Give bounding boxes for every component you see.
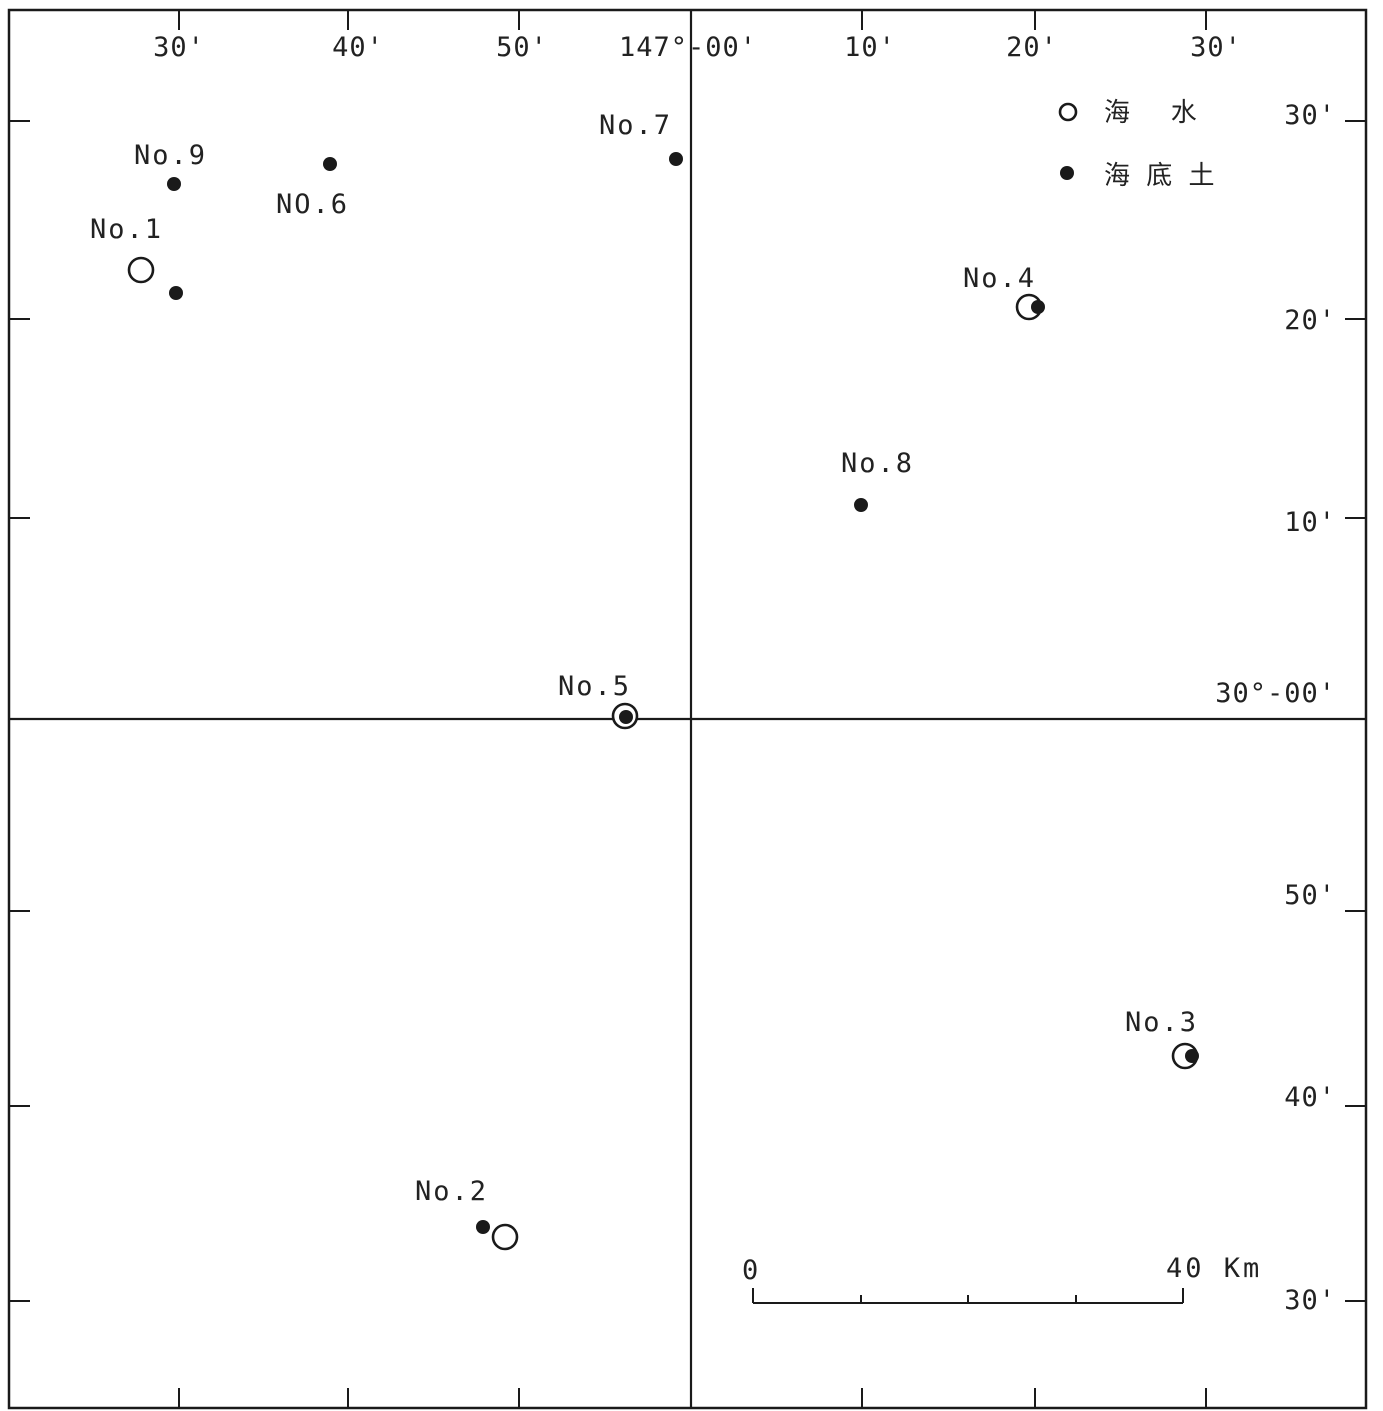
lon-label: 50'	[496, 32, 548, 63]
legend-seawater-label: 海 水	[1104, 98, 1201, 128]
station-no2: No.2	[415, 1176, 519, 1251]
lat-label: 50'	[1284, 880, 1336, 911]
sediment-marker	[1031, 300, 1045, 314]
lat-label: 10'	[1284, 507, 1336, 538]
sediment-marker	[167, 177, 181, 191]
scale-start-label: 0	[742, 1255, 759, 1286]
station-no9: No.9	[134, 140, 207, 191]
seawater-marker	[127, 256, 155, 284]
sediment-marker	[669, 152, 683, 166]
lon-label: 40'	[332, 32, 384, 63]
sediment-marker	[323, 157, 337, 171]
lat-label: 20'	[1284, 305, 1336, 336]
station-label: No.3	[1125, 1007, 1198, 1038]
lon-label: 20'	[1006, 32, 1058, 63]
open-circle-icon	[1058, 102, 1078, 122]
lon-label: 10'	[844, 32, 896, 63]
legend-sediment-label: 海 底 土	[1104, 161, 1219, 191]
station-label: No.9	[134, 140, 207, 171]
map-frame	[7, 8, 1368, 1410]
left-ticks	[9, 120, 30, 1302]
station-label: No.5	[558, 671, 631, 702]
sediment-marker	[619, 710, 633, 724]
scale-end-label: 40 Km	[1166, 1253, 1262, 1284]
station-no4: No.4	[963, 263, 1045, 321]
station-no8: No.8	[841, 448, 914, 512]
sediment-marker	[1185, 1049, 1199, 1063]
bottom-ticks	[178, 1388, 1207, 1408]
lat-label-30-00: 30°-00'	[1215, 678, 1336, 709]
station-label: No.2	[415, 1176, 488, 1207]
station-label: NO.6	[276, 189, 349, 220]
station-no1: No.1	[90, 214, 183, 300]
station-label: No.7	[599, 110, 672, 141]
seawater-marker	[491, 1223, 519, 1251]
lat-label: 30'	[1284, 100, 1336, 131]
lat-label: 30'	[1284, 1285, 1336, 1316]
sediment-marker	[854, 498, 868, 512]
scale-bar: 0 40 Km	[742, 1253, 1262, 1304]
sediment-marker	[169, 286, 183, 300]
lon-label: 30'	[1190, 32, 1242, 63]
station-no3: No.3	[1125, 1007, 1199, 1070]
right-ticks	[1345, 120, 1366, 1302]
lon-label-147: 147°-00'	[619, 32, 757, 63]
station-label: No.1	[90, 214, 163, 245]
top-ticks	[178, 10, 1207, 30]
station-label: No.8	[841, 448, 914, 479]
lon-label: 30'	[153, 32, 205, 63]
filled-dot-icon	[1060, 166, 1074, 180]
legend: 海 水 海 底 土	[1058, 98, 1219, 191]
station-no5: No.5	[558, 671, 639, 730]
sediment-marker	[476, 1220, 490, 1234]
station-no7: No.7	[599, 110, 683, 166]
station-no6: NO.6	[276, 157, 349, 220]
station-label: No.4	[963, 263, 1036, 294]
lat-label: 40'	[1284, 1082, 1336, 1113]
